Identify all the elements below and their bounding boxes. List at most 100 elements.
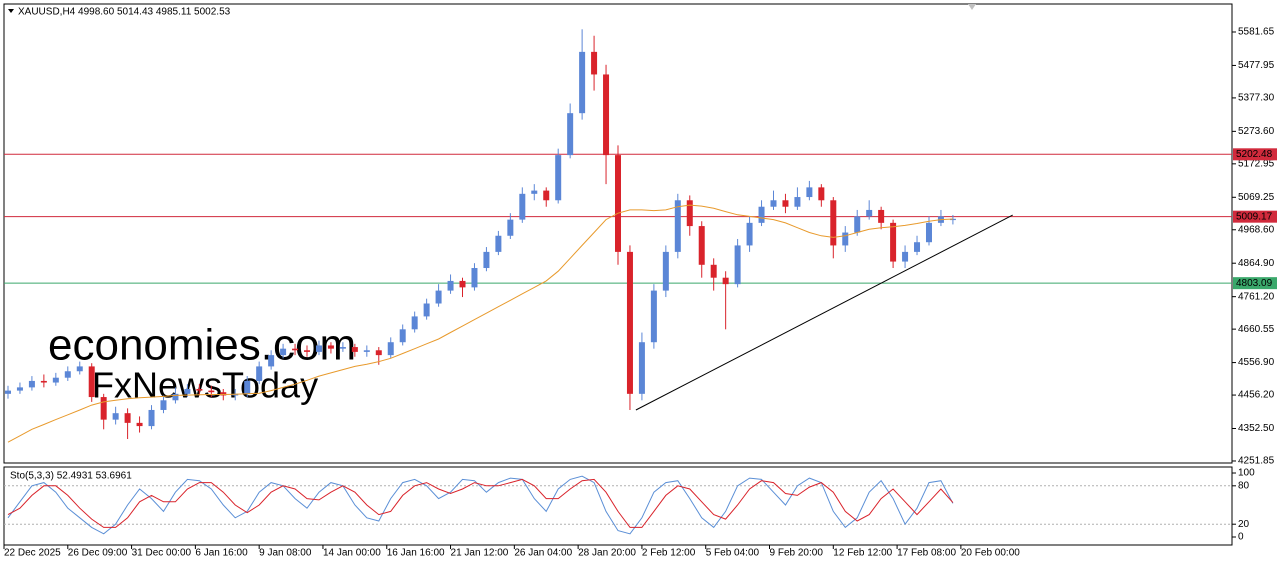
candle-body xyxy=(507,219,514,236)
candle-body xyxy=(758,206,765,223)
candle-body xyxy=(459,280,466,288)
oscillator-panel xyxy=(3,466,1233,546)
candle-body xyxy=(495,235,502,252)
x-tick-label: 16 Jan 16:00 xyxy=(387,548,445,559)
candle-body xyxy=(220,392,227,396)
candle-body xyxy=(4,390,11,394)
candle-body xyxy=(423,303,430,317)
candle-body xyxy=(304,350,311,352)
candle-body xyxy=(866,209,873,217)
candle-body xyxy=(315,345,322,352)
candle-body xyxy=(794,197,801,207)
candle-body xyxy=(363,350,370,352)
candle-body xyxy=(387,342,394,356)
candle-body xyxy=(124,413,131,423)
candle-body xyxy=(292,348,299,351)
candle-body xyxy=(268,355,275,367)
y-tick-label: 4660.55 xyxy=(1238,324,1275,335)
candle-body xyxy=(674,200,681,252)
candle-body xyxy=(52,377,59,383)
candle-body xyxy=(435,290,442,304)
price-tag-label: 5202.48 xyxy=(1236,149,1273,160)
candle-body xyxy=(256,366,263,381)
y-tick-label: 4556.90 xyxy=(1238,357,1275,368)
chart-title: XAUUSD,H4 4998.60 5014.43 4985.11 5002.5… xyxy=(18,7,231,18)
candle-body xyxy=(806,187,813,198)
candle-body xyxy=(543,190,550,201)
y-tick-label: 4864.90 xyxy=(1238,258,1275,269)
candle-body xyxy=(698,226,705,265)
x-tick-label: 9 Jan 08:00 xyxy=(259,548,312,559)
candle-body xyxy=(770,200,777,207)
candle-body xyxy=(280,348,287,356)
x-tick-label: 9 Feb 20:00 xyxy=(770,548,824,559)
y-tick-label: 4456.20 xyxy=(1238,390,1275,401)
x-tick-label: 28 Jan 20:00 xyxy=(578,548,636,559)
x-tick-label: 26 Dec 09:00 xyxy=(68,548,128,559)
osc-y-tick-label: 80 xyxy=(1238,480,1250,491)
y-tick-label: 5273.60 xyxy=(1238,126,1275,137)
y-tick-label: 5172.95 xyxy=(1238,158,1275,169)
x-tick-label: 14 Jan 00:00 xyxy=(323,548,381,559)
candle-body xyxy=(925,222,932,243)
candle-body xyxy=(208,390,215,393)
osc-y-tick-label: 20 xyxy=(1238,519,1250,530)
candle-body xyxy=(603,74,610,156)
candle-body xyxy=(591,51,598,75)
x-tick-label: 2 Feb 12:00 xyxy=(642,548,696,559)
candle-body xyxy=(411,316,418,330)
candle-body xyxy=(890,222,897,262)
price-tag xyxy=(1233,210,1277,223)
candle-body xyxy=(375,350,382,356)
candle-body xyxy=(567,113,574,156)
candle-body xyxy=(64,371,71,378)
candle-body xyxy=(914,242,921,252)
candle-body xyxy=(16,387,23,391)
x-tick-label: 31 Dec 00:00 xyxy=(132,548,192,559)
candle-body xyxy=(244,380,251,394)
oscillator-title: Sto(5,3,3) 52.4931 53.6961 xyxy=(10,471,132,482)
candle-body xyxy=(28,380,35,388)
shift-marker xyxy=(968,4,976,10)
candle-body xyxy=(196,388,203,391)
candle-body xyxy=(100,397,107,420)
candle-body xyxy=(399,329,406,343)
trendline xyxy=(635,214,1013,411)
main-panel xyxy=(3,3,1233,464)
candle-body xyxy=(842,232,849,246)
x-tick-label: 12 Feb 12:00 xyxy=(833,548,892,559)
x-tick-label: 6 Jan 16:00 xyxy=(195,548,248,559)
candle-body xyxy=(626,251,633,394)
candle-body xyxy=(531,190,538,194)
candle-body xyxy=(136,422,143,427)
y-tick-label: 4352.50 xyxy=(1238,423,1275,434)
y-tick-label: 5377.30 xyxy=(1238,93,1275,104)
candle-body xyxy=(854,216,861,233)
candle-body xyxy=(878,209,885,223)
candle-body xyxy=(746,222,753,246)
candle-body xyxy=(902,251,909,262)
candle-body xyxy=(148,409,155,427)
candle-body xyxy=(172,393,179,401)
candle-body xyxy=(339,347,346,349)
candle-body xyxy=(88,366,95,398)
candle-body xyxy=(483,251,490,269)
y-tick-label: 4968.60 xyxy=(1238,224,1275,235)
candle-body xyxy=(519,193,526,220)
candle-body xyxy=(734,245,741,285)
candle-body xyxy=(782,200,789,207)
y-tick-label: 5581.65 xyxy=(1238,27,1275,38)
osc-line xyxy=(7,475,954,535)
moving-average xyxy=(7,204,953,443)
candle-body xyxy=(447,280,454,291)
candle-body xyxy=(615,155,621,252)
x-tick-label: 22 Dec 2025 xyxy=(4,548,61,559)
candle-body xyxy=(160,400,167,410)
candle-body xyxy=(650,290,657,343)
candle-body xyxy=(555,155,562,201)
y-tick-label: 5477.95 xyxy=(1238,60,1275,71)
price-tag-label: 4803.09 xyxy=(1236,278,1273,289)
x-tick-label: 20 Feb 00:00 xyxy=(961,548,1020,559)
x-tick-label: 21 Jan 12:00 xyxy=(451,548,509,559)
